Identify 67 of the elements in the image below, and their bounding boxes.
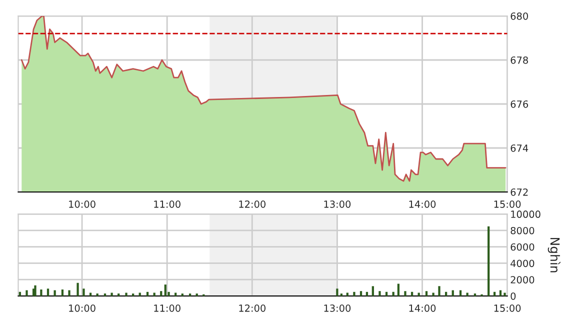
- bar: [353, 292, 356, 296]
- x-tick-label: 12:00: [239, 304, 266, 312]
- x-tick-label: 15:00: [494, 304, 521, 312]
- x-tick-label: 11:00: [154, 304, 180, 312]
- bar: [110, 292, 113, 296]
- bar: [488, 226, 490, 296]
- bar: [174, 292, 177, 296]
- bar: [34, 285, 36, 296]
- bar: [418, 292, 420, 296]
- y-tick-label: 10000: [511, 210, 540, 218]
- bar: [153, 292, 156, 296]
- x-tick-label: 11:00: [154, 200, 180, 208]
- y-tick-label: 0: [510, 292, 516, 300]
- bar: [146, 292, 149, 296]
- x-tick-label: 14:00: [409, 304, 436, 312]
- bar: [404, 291, 406, 296]
- bar: [438, 286, 440, 296]
- x-tick-label: 14:00: [409, 200, 436, 208]
- y-tick-label: 672: [510, 188, 528, 196]
- x-tick-label: 10:00: [69, 304, 96, 312]
- bar: [360, 291, 362, 296]
- bar: [493, 292, 496, 296]
- bar: [138, 292, 141, 296]
- x-tick-label: 15:00: [494, 200, 521, 208]
- bar: [68, 290, 70, 296]
- y-axis-title: Nghìn: [548, 238, 560, 272]
- bar: [392, 292, 394, 296]
- bar: [425, 291, 428, 296]
- bar: [504, 292, 506, 296]
- bar: [125, 292, 128, 296]
- x-tick-label: 12:00: [239, 200, 266, 208]
- bar: [40, 289, 42, 296]
- bar: [46, 288, 50, 296]
- bar: [378, 291, 381, 296]
- bar: [372, 286, 374, 296]
- y-tick-label: 2000: [510, 276, 534, 284]
- bar: [76, 282, 79, 296]
- y-tick-label: 680: [510, 12, 528, 20]
- bar: [445, 292, 448, 296]
- bar: [385, 292, 388, 296]
- bar: [160, 291, 162, 296]
- bar: [26, 290, 28, 296]
- bar: [18, 292, 22, 296]
- bar: [410, 292, 414, 296]
- x-tick-label: 13:00: [324, 200, 351, 208]
- y-tick-label: 8000: [510, 226, 534, 234]
- y-tick-label: 4000: [510, 260, 534, 268]
- x-tick-label: 10:00: [69, 200, 96, 208]
- bar: [54, 290, 56, 296]
- bar: [397, 284, 400, 296]
- bar: [61, 289, 64, 296]
- bar: [89, 292, 92, 296]
- y-tick-label: 676: [510, 100, 528, 108]
- y-tick-label: 674: [510, 144, 528, 152]
- bar: [366, 292, 368, 296]
- x-tick-label: 13:00: [324, 304, 351, 312]
- bar: [336, 288, 338, 296]
- bar: [452, 290, 454, 296]
- y-tick-label: 678: [510, 56, 528, 64]
- bar: [164, 284, 166, 296]
- bar: [499, 290, 502, 296]
- bar: [82, 288, 85, 296]
- bar: [466, 292, 468, 296]
- bar: [459, 290, 462, 296]
- y-tick-label: 6000: [510, 243, 534, 251]
- bar: [432, 292, 434, 296]
- bar: [346, 292, 348, 296]
